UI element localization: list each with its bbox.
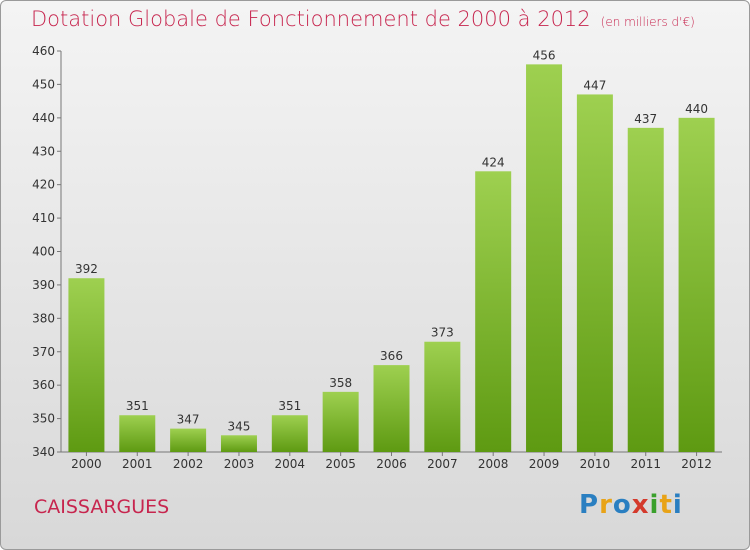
chart-unit: (en milliers d'€) (600, 15, 695, 29)
bar-value-label: 437 (634, 112, 657, 126)
y-tick-label: 350 (32, 412, 55, 426)
y-tick-label: 460 (32, 44, 55, 58)
y-tick-label: 360 (32, 378, 55, 392)
x-tick-label: 2004 (275, 457, 306, 471)
y-tick-label: 340 (32, 445, 55, 459)
bar-value-label: 392 (75, 262, 98, 276)
proxiti-logo: Proxiti (579, 490, 683, 520)
bars: 392 351 347 345 351 358 366 373 424 456 447 437 440 (68, 48, 715, 453)
bar-value-label: 447 (583, 78, 606, 92)
commune-name: CAISSARGUES (34, 496, 170, 518)
y-tick-label: 440 (32, 111, 55, 125)
x-tick-label: 2000 (71, 457, 102, 471)
y-tick-label: 370 (32, 345, 55, 359)
x-tick-label: 2005 (325, 457, 356, 471)
x-tick-label: 2008 (478, 457, 509, 471)
x-tick-label: 2006 (376, 457, 407, 471)
bar-value-label: 366 (380, 349, 403, 363)
y-tick-label: 450 (32, 77, 55, 91)
axes: 340 350 360 370 380 390 400 410 420 430 440 450 460 2… (32, 44, 722, 471)
bar (373, 365, 410, 452)
x-tick-label: 2001 (122, 457, 153, 471)
bar (526, 64, 563, 452)
bar-value-label: 456 (533, 48, 556, 62)
bar-value-label: 424 (482, 155, 505, 169)
x-tick-label: 2009 (529, 457, 560, 471)
bar (475, 171, 512, 453)
x-tick-label: 2012 (681, 457, 712, 471)
y-tick-label: 430 (32, 144, 55, 158)
x-tick-label: 2010 (580, 457, 611, 471)
y-tick-label: 380 (32, 311, 55, 325)
y-tick-label: 390 (32, 278, 55, 292)
bar (271, 415, 308, 452)
bar-value-label: 358 (329, 376, 352, 390)
y-tick-label: 400 (32, 245, 55, 259)
y-tick-label: 420 (32, 178, 55, 192)
bar-value-label: 351 (278, 399, 301, 413)
bar (68, 278, 105, 452)
bar (678, 117, 715, 452)
chart-title: Dotation Globale de Fonctionnement de 20… (31, 7, 695, 31)
bar (220, 435, 257, 452)
x-tick-label: 2003 (224, 457, 255, 471)
bar (576, 94, 613, 453)
bar-value-label: 345 (228, 419, 251, 433)
bar (170, 428, 207, 452)
x-tick-label: 2011 (630, 457, 661, 471)
bar (322, 391, 359, 452)
chart-title-text: Dotation Globale de Fonctionnement de 20… (31, 7, 591, 31)
bar (119, 415, 156, 452)
bar-value-label: 351 (126, 399, 149, 413)
y-tick-label: 410 (32, 211, 55, 225)
x-tick-label: 2002 (173, 457, 204, 471)
bar (627, 127, 664, 452)
bar-value-label: 440 (685, 102, 708, 116)
bar-value-label: 347 (177, 413, 200, 427)
bar (424, 341, 461, 452)
bar-value-label: 373 (431, 326, 454, 340)
x-tick-label: 2007 (427, 457, 458, 471)
